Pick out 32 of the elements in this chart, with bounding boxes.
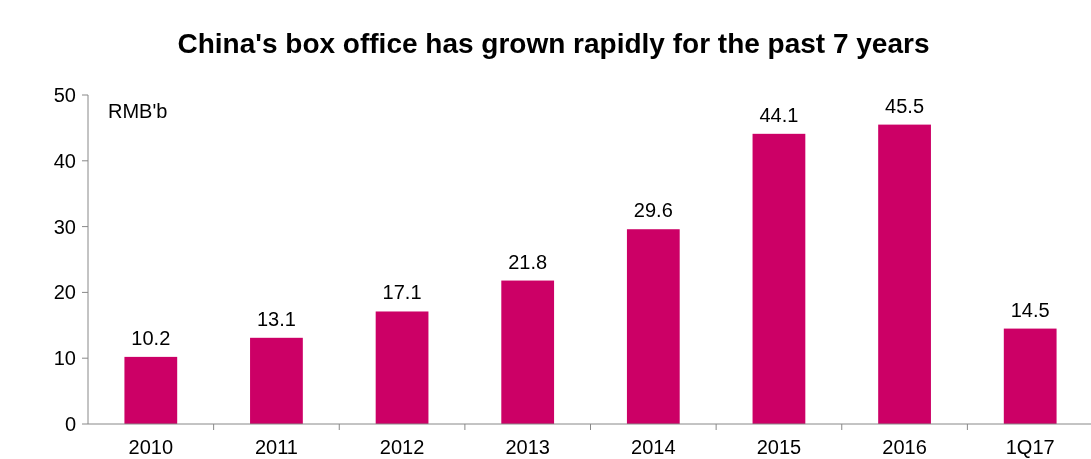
data-label: 45.5 [885,94,925,117]
x-tick-label: 2012 [379,436,425,458]
x-tick-label: 1Q17 [1005,436,1055,458]
bar [375,311,429,424]
data-label: 17.1 [382,281,422,304]
y-axis-title: RMB'b [108,100,168,122]
bar [124,356,178,424]
x-tick-label: 2010 [128,436,174,458]
x-tick-label: 2015 [756,436,802,458]
bar [501,280,555,424]
x-tick-label: 2016 [882,436,927,458]
y-tick-label: 50 [53,84,76,106]
data-label: 13.1 [256,307,296,330]
chart-title: China's box office has grown rapidly for the past 7 years [177,28,930,59]
data-label: 14.5 [1010,298,1050,321]
x-tick-label: 2014 [631,436,676,458]
x-tick-label: 2011 [254,436,298,458]
bar [626,229,680,424]
data-label: 44.1 [759,103,799,126]
y-tick-label: 0 [64,413,76,435]
bar [1003,328,1057,424]
data-label: 29.6 [633,199,673,222]
bar [752,133,806,424]
y-tick-label: 20 [53,281,76,304]
x-tick-label: 2013 [505,436,550,458]
y-tick-label: 30 [53,215,76,238]
y-tick-label: 10 [53,347,76,370]
data-label: 21.8 [508,250,548,273]
bar [878,124,931,424]
bar [250,337,303,424]
data-label: 10.2 [131,326,171,349]
y-tick-label: 40 [53,149,76,172]
